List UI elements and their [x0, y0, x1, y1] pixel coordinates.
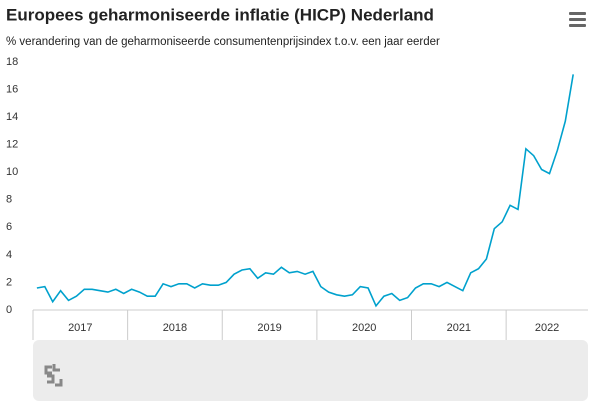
footer-panel: [33, 340, 588, 401]
menu-bar: [569, 24, 586, 27]
y-tick-label: 0: [6, 304, 12, 316]
x-tick-label: 2017: [68, 322, 92, 334]
x-tick-label: 2019: [257, 322, 281, 334]
x-tick-label: 2018: [163, 322, 187, 334]
y-tick-label: 18: [6, 56, 18, 68]
x-tick-label: 2022: [535, 322, 559, 334]
y-tick-label: 4: [6, 249, 12, 261]
y-tick-label: 6: [6, 221, 12, 233]
y-tick-label: 16: [6, 83, 18, 95]
x-tick-label: 2021: [447, 322, 471, 334]
menu-icon[interactable]: [569, 12, 586, 27]
menu-bar: [569, 12, 586, 15]
chart-title: Europees geharmoniseerde inflatie (HICP)…: [6, 5, 434, 24]
y-tick-label: 8: [6, 194, 12, 206]
y-tick-label: 12: [6, 139, 18, 151]
y-tick-label: 14: [6, 111, 18, 123]
logo-part: [52, 364, 60, 372]
y-tick-label: 10: [6, 166, 18, 178]
logo-part: [47, 374, 55, 384]
logo-part: [44, 365, 52, 375]
data-line: [36, 74, 574, 308]
logo-part: [55, 379, 63, 387]
chart-subtitle: % verandering van de geharmoniseerde con…: [6, 36, 440, 48]
logo: [44, 364, 63, 387]
x-tick-label: 2020: [352, 322, 376, 334]
y-tick-label: 2: [6, 276, 12, 288]
menu-bar: [569, 18, 586, 21]
